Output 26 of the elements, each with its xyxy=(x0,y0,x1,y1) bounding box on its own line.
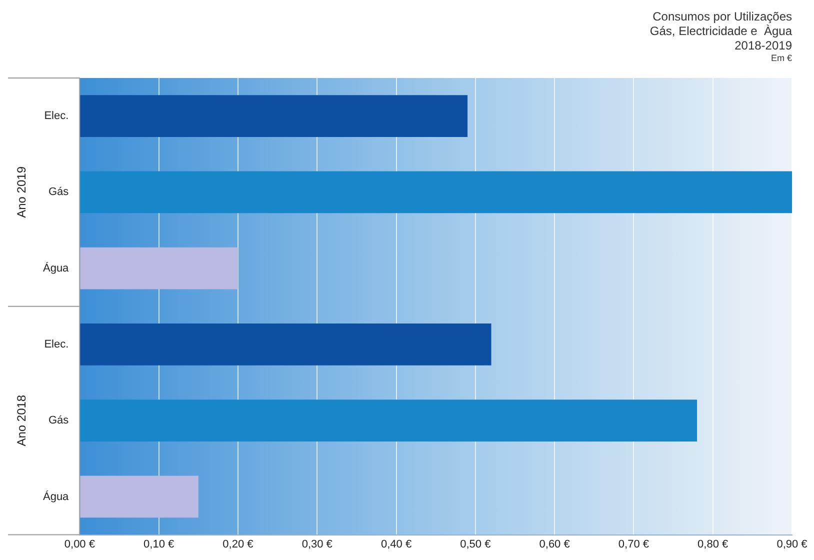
x-tick-label: 0,40 € xyxy=(380,538,412,550)
x-tick-label: 0,70 € xyxy=(618,538,650,550)
x-tick-label: 0,10 € xyxy=(144,538,174,550)
chart-subtitle: Em € xyxy=(770,53,792,64)
x-tick-label: 0,50 € xyxy=(460,538,491,550)
bar xyxy=(80,95,468,138)
bar xyxy=(80,324,492,366)
chart-title: Consumos por Utilizações Gás, Electricidade e Àgua 2018-2019 xyxy=(650,10,792,52)
y-tick-label: Elec. xyxy=(44,110,69,122)
x-tick-label: 0,60 € xyxy=(539,538,570,550)
bar xyxy=(80,476,198,518)
text: Ano 2019 xyxy=(14,166,28,218)
bar xyxy=(80,247,238,290)
bar xyxy=(80,171,792,214)
x-tick-label: 0,90 € xyxy=(776,538,808,550)
x-tick-label: 0,00 € xyxy=(64,538,95,550)
x-tick-label: 0,20 € xyxy=(222,538,254,550)
x-tick-label: 0,30 € xyxy=(302,538,332,550)
bar xyxy=(80,400,698,442)
text: Ano 2018 xyxy=(14,394,28,446)
y-tick-label: Gás xyxy=(48,414,70,427)
y-tick-label: Água xyxy=(42,490,70,503)
y-tick-label: Gás xyxy=(48,186,70,198)
y-tick-label: Água xyxy=(42,261,70,274)
x-tick-label: 0,80 € xyxy=(698,538,728,550)
y-tick-label: Elec. xyxy=(44,338,69,350)
